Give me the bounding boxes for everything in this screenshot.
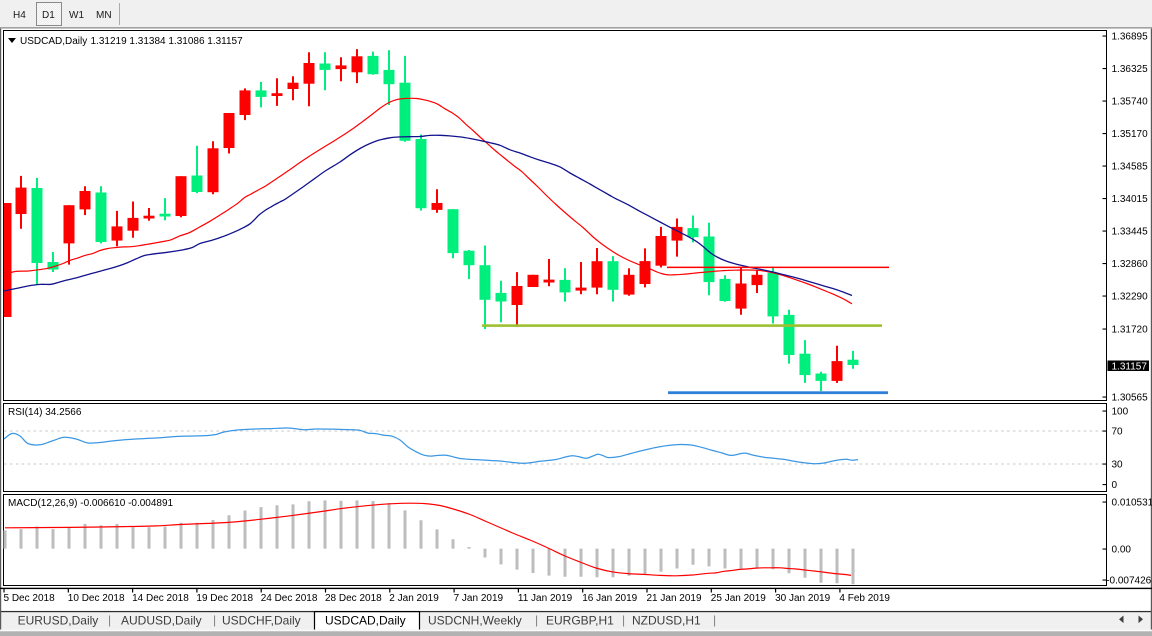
svg-text:10 Dec 2018: 10 Dec 2018 [68, 593, 125, 604]
svg-text:1.32860: 1.32860 [1112, 259, 1149, 270]
svg-text:|: | [108, 613, 111, 627]
svg-text:21 Jan 2019: 21 Jan 2019 [647, 593, 702, 604]
svg-text:24 Dec 2018: 24 Dec 2018 [261, 593, 318, 604]
svg-text:1.31157: 1.31157 [1112, 361, 1148, 372]
svg-text:NZDUSD,H1: NZDUSD,H1 [632, 614, 701, 628]
svg-text:USDCHF,Daily: USDCHF,Daily [222, 614, 301, 628]
svg-text:0: 0 [1112, 480, 1118, 491]
svg-text:RSI(14) 34.2566: RSI(14) 34.2566 [8, 407, 82, 418]
svg-text:28 Dec 2018: 28 Dec 2018 [325, 593, 382, 604]
svg-text:D1: D1 [42, 10, 55, 21]
svg-text:11 Jan 2019: 11 Jan 2019 [518, 593, 573, 604]
svg-text:0.010531: 0.010531 [1112, 498, 1152, 509]
svg-text:1.30565: 1.30565 [1112, 393, 1149, 404]
svg-text:AUDUSD,Daily: AUDUSD,Daily [121, 614, 202, 628]
svg-text:EURGBP,H1: EURGBP,H1 [546, 614, 614, 628]
svg-text:16 Jan 2019: 16 Jan 2019 [582, 593, 637, 604]
svg-text:1.34015: 1.34015 [1112, 194, 1149, 205]
svg-text:|: | [213, 613, 216, 627]
svg-text:25 Jan 2019: 25 Jan 2019 [711, 593, 766, 604]
svg-text:1.36895: 1.36895 [1112, 32, 1149, 43]
svg-text:EURUSD,Daily: EURUSD,Daily [18, 614, 99, 628]
svg-text:2 Jan 2019: 2 Jan 2019 [389, 593, 439, 604]
svg-text:H4: H4 [13, 10, 26, 21]
svg-text:14 Dec 2018: 14 Dec 2018 [132, 593, 189, 604]
svg-text:1.35170: 1.35170 [1112, 129, 1149, 140]
svg-text:4 Feb 2019: 4 Feb 2019 [839, 593, 890, 604]
svg-text:1.36325: 1.36325 [1112, 64, 1149, 75]
svg-text:USDCAD,Daily: USDCAD,Daily [20, 36, 87, 47]
svg-text:MACD(12,26,9) -0.006610 -0.004: MACD(12,26,9) -0.006610 -0.004891 [8, 498, 174, 509]
svg-text:70: 70 [1112, 427, 1124, 438]
svg-text:19 Dec 2018: 19 Dec 2018 [196, 593, 253, 604]
svg-text:1.31720: 1.31720 [1112, 325, 1149, 336]
svg-text:7 Jan 2019: 7 Jan 2019 [454, 593, 504, 604]
svg-text:1.34585: 1.34585 [1112, 162, 1149, 173]
svg-text:0.00: 0.00 [1112, 545, 1132, 556]
svg-text:30: 30 [1112, 460, 1124, 471]
svg-text:1.35740: 1.35740 [1112, 97, 1149, 108]
svg-text:1.32290: 1.32290 [1112, 292, 1149, 303]
svg-text:|: | [622, 613, 625, 627]
svg-text:|: | [713, 613, 716, 627]
svg-text:1.33445: 1.33445 [1112, 227, 1149, 238]
svg-text:5 Dec 2018: 5 Dec 2018 [4, 593, 56, 604]
svg-text:USDCNH,Weekly: USDCNH,Weekly [428, 614, 522, 628]
svg-text:MN: MN [96, 10, 112, 21]
svg-text:|: | [535, 613, 538, 627]
svg-text:-0.007426: -0.007426 [1106, 576, 1151, 587]
svg-text:W1: W1 [69, 10, 84, 21]
svg-text:1.31219 1.31384 1.31086 1.3115: 1.31219 1.31384 1.31086 1.31157 [91, 36, 244, 47]
svg-text:100: 100 [1112, 407, 1129, 418]
svg-text:30 Jan 2019: 30 Jan 2019 [775, 593, 830, 604]
svg-text:USDCAD,Daily: USDCAD,Daily [325, 614, 406, 628]
